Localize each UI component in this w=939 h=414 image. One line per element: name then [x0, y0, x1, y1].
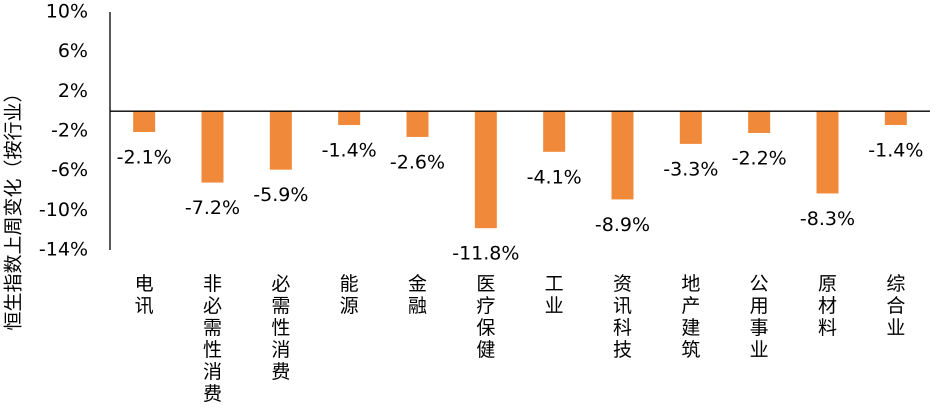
bar: [133, 111, 156, 132]
bar: [474, 111, 497, 229]
category-label-char: 事: [750, 317, 769, 339]
data-label: -1.4%: [322, 140, 377, 162]
category-label-char: 源: [340, 295, 359, 317]
category-label-char: 工: [545, 273, 564, 295]
category-label-char: 疗: [476, 295, 495, 317]
category-label-char: 讯: [613, 295, 632, 317]
bar: [816, 111, 839, 194]
category-label-char: 公: [750, 273, 769, 295]
category-label: 原材料: [818, 273, 837, 339]
category-label-char: 消: [271, 339, 290, 361]
category-label-char: 能: [340, 273, 359, 295]
bar: [543, 111, 566, 152]
category-label-char: 建: [681, 317, 700, 339]
bar: [406, 111, 429, 137]
bar: [611, 111, 634, 200]
category-label-char: 电: [135, 273, 154, 295]
y-tick-label: 10%: [46, 1, 88, 23]
data-labels: -2.1% -7.2% -5.9% -1.4% -2.6% -11.8% -4.1% -8.9…: [117, 140, 924, 265]
category-label-char: 科: [613, 317, 632, 339]
category-label-char: 产: [681, 295, 700, 317]
category-label-char: 费: [271, 361, 290, 383]
data-label: -1.4%: [868, 140, 923, 162]
category-label: 必需性消费: [271, 273, 290, 383]
category-label-char: 需: [203, 317, 222, 339]
bar: [269, 111, 292, 170]
bar: [338, 111, 361, 126]
category-label-char: 非: [203, 273, 222, 295]
category-label-char: 材: [818, 295, 837, 317]
y-tick-label: -10%: [39, 199, 88, 221]
category-label: 公用事业: [750, 273, 769, 361]
category-label: 非必需性消费: [203, 273, 222, 405]
category-label-char: 合: [886, 295, 905, 317]
data-label: -2.2%: [732, 147, 787, 169]
category-label: 医疗保健: [476, 273, 495, 361]
category-label-char: 健: [476, 339, 495, 361]
data-label: -5.9%: [253, 184, 308, 206]
category-label-char: 资: [613, 273, 632, 295]
category-label-char: 消: [203, 361, 222, 383]
bar: [748, 111, 771, 133]
data-label: -3.3%: [663, 158, 718, 180]
category-label: 电讯: [135, 273, 154, 317]
category-labels: 电讯非必需性消费必需性消费能源金融医疗保健工业资讯科技地产建筑公用事业原材料综合…: [135, 273, 906, 405]
category-label-char: 综: [886, 273, 905, 295]
bar: [201, 111, 224, 183]
bar: [884, 111, 907, 126]
data-label: -2.1%: [117, 146, 172, 168]
y-axis-label: 恒生指数上周变化（按行业）: [3, 83, 25, 330]
data-label: -11.8%: [452, 243, 519, 265]
category-label-char: 性: [271, 317, 290, 339]
category-label-char: 料: [818, 317, 837, 339]
y-tick-label: -6%: [51, 159, 88, 181]
y-axis-label-group: 恒生指数上周变化（按行业）: [3, 83, 25, 330]
category-label-char: 费: [203, 383, 222, 405]
category-label-char: 业: [886, 317, 905, 339]
bars: [133, 111, 907, 229]
category-label: 工业: [545, 273, 564, 317]
data-label: -2.6%: [390, 151, 445, 173]
category-label-char: 地: [681, 273, 700, 295]
category-label-char: 业: [545, 295, 564, 317]
category-label: 综合业: [886, 273, 905, 339]
category-label-char: 保: [476, 317, 495, 339]
category-label-char: 性: [203, 339, 222, 361]
y-tick-label: 6%: [58, 40, 88, 62]
bar: [679, 111, 702, 144]
data-label: -8.3%: [800, 208, 855, 230]
category-label-char: 用: [750, 295, 769, 317]
category-label-char: 讯: [135, 295, 154, 317]
category-label-char: 需: [271, 295, 290, 317]
category-label-char: 业: [750, 339, 769, 361]
y-tick-label: 2%: [58, 80, 88, 102]
category-label-char: 必: [271, 273, 290, 295]
category-label-char: 筑: [681, 339, 700, 361]
category-label-char: 技: [613, 339, 632, 361]
category-label: 能源: [340, 273, 359, 317]
data-label: -7.2%: [185, 197, 240, 219]
data-label: -4.1%: [527, 166, 582, 188]
y-tick-label: -2%: [51, 120, 88, 142]
category-label-char: 医: [476, 273, 495, 295]
category-label-char: 原: [818, 273, 837, 295]
data-label: -8.9%: [595, 214, 650, 236]
category-label: 地产建筑: [681, 273, 700, 361]
y-axis-ticks: 10% 6% 2% -2% -6% -10% -14%: [39, 1, 88, 261]
category-label: 金融: [408, 273, 427, 317]
y-tick-label: -14%: [39, 239, 88, 261]
category-label-char: 金: [408, 273, 427, 295]
category-label-char: 融: [408, 295, 427, 317]
category-label: 资讯科技: [613, 273, 632, 361]
category-label-char: 必: [203, 295, 222, 317]
